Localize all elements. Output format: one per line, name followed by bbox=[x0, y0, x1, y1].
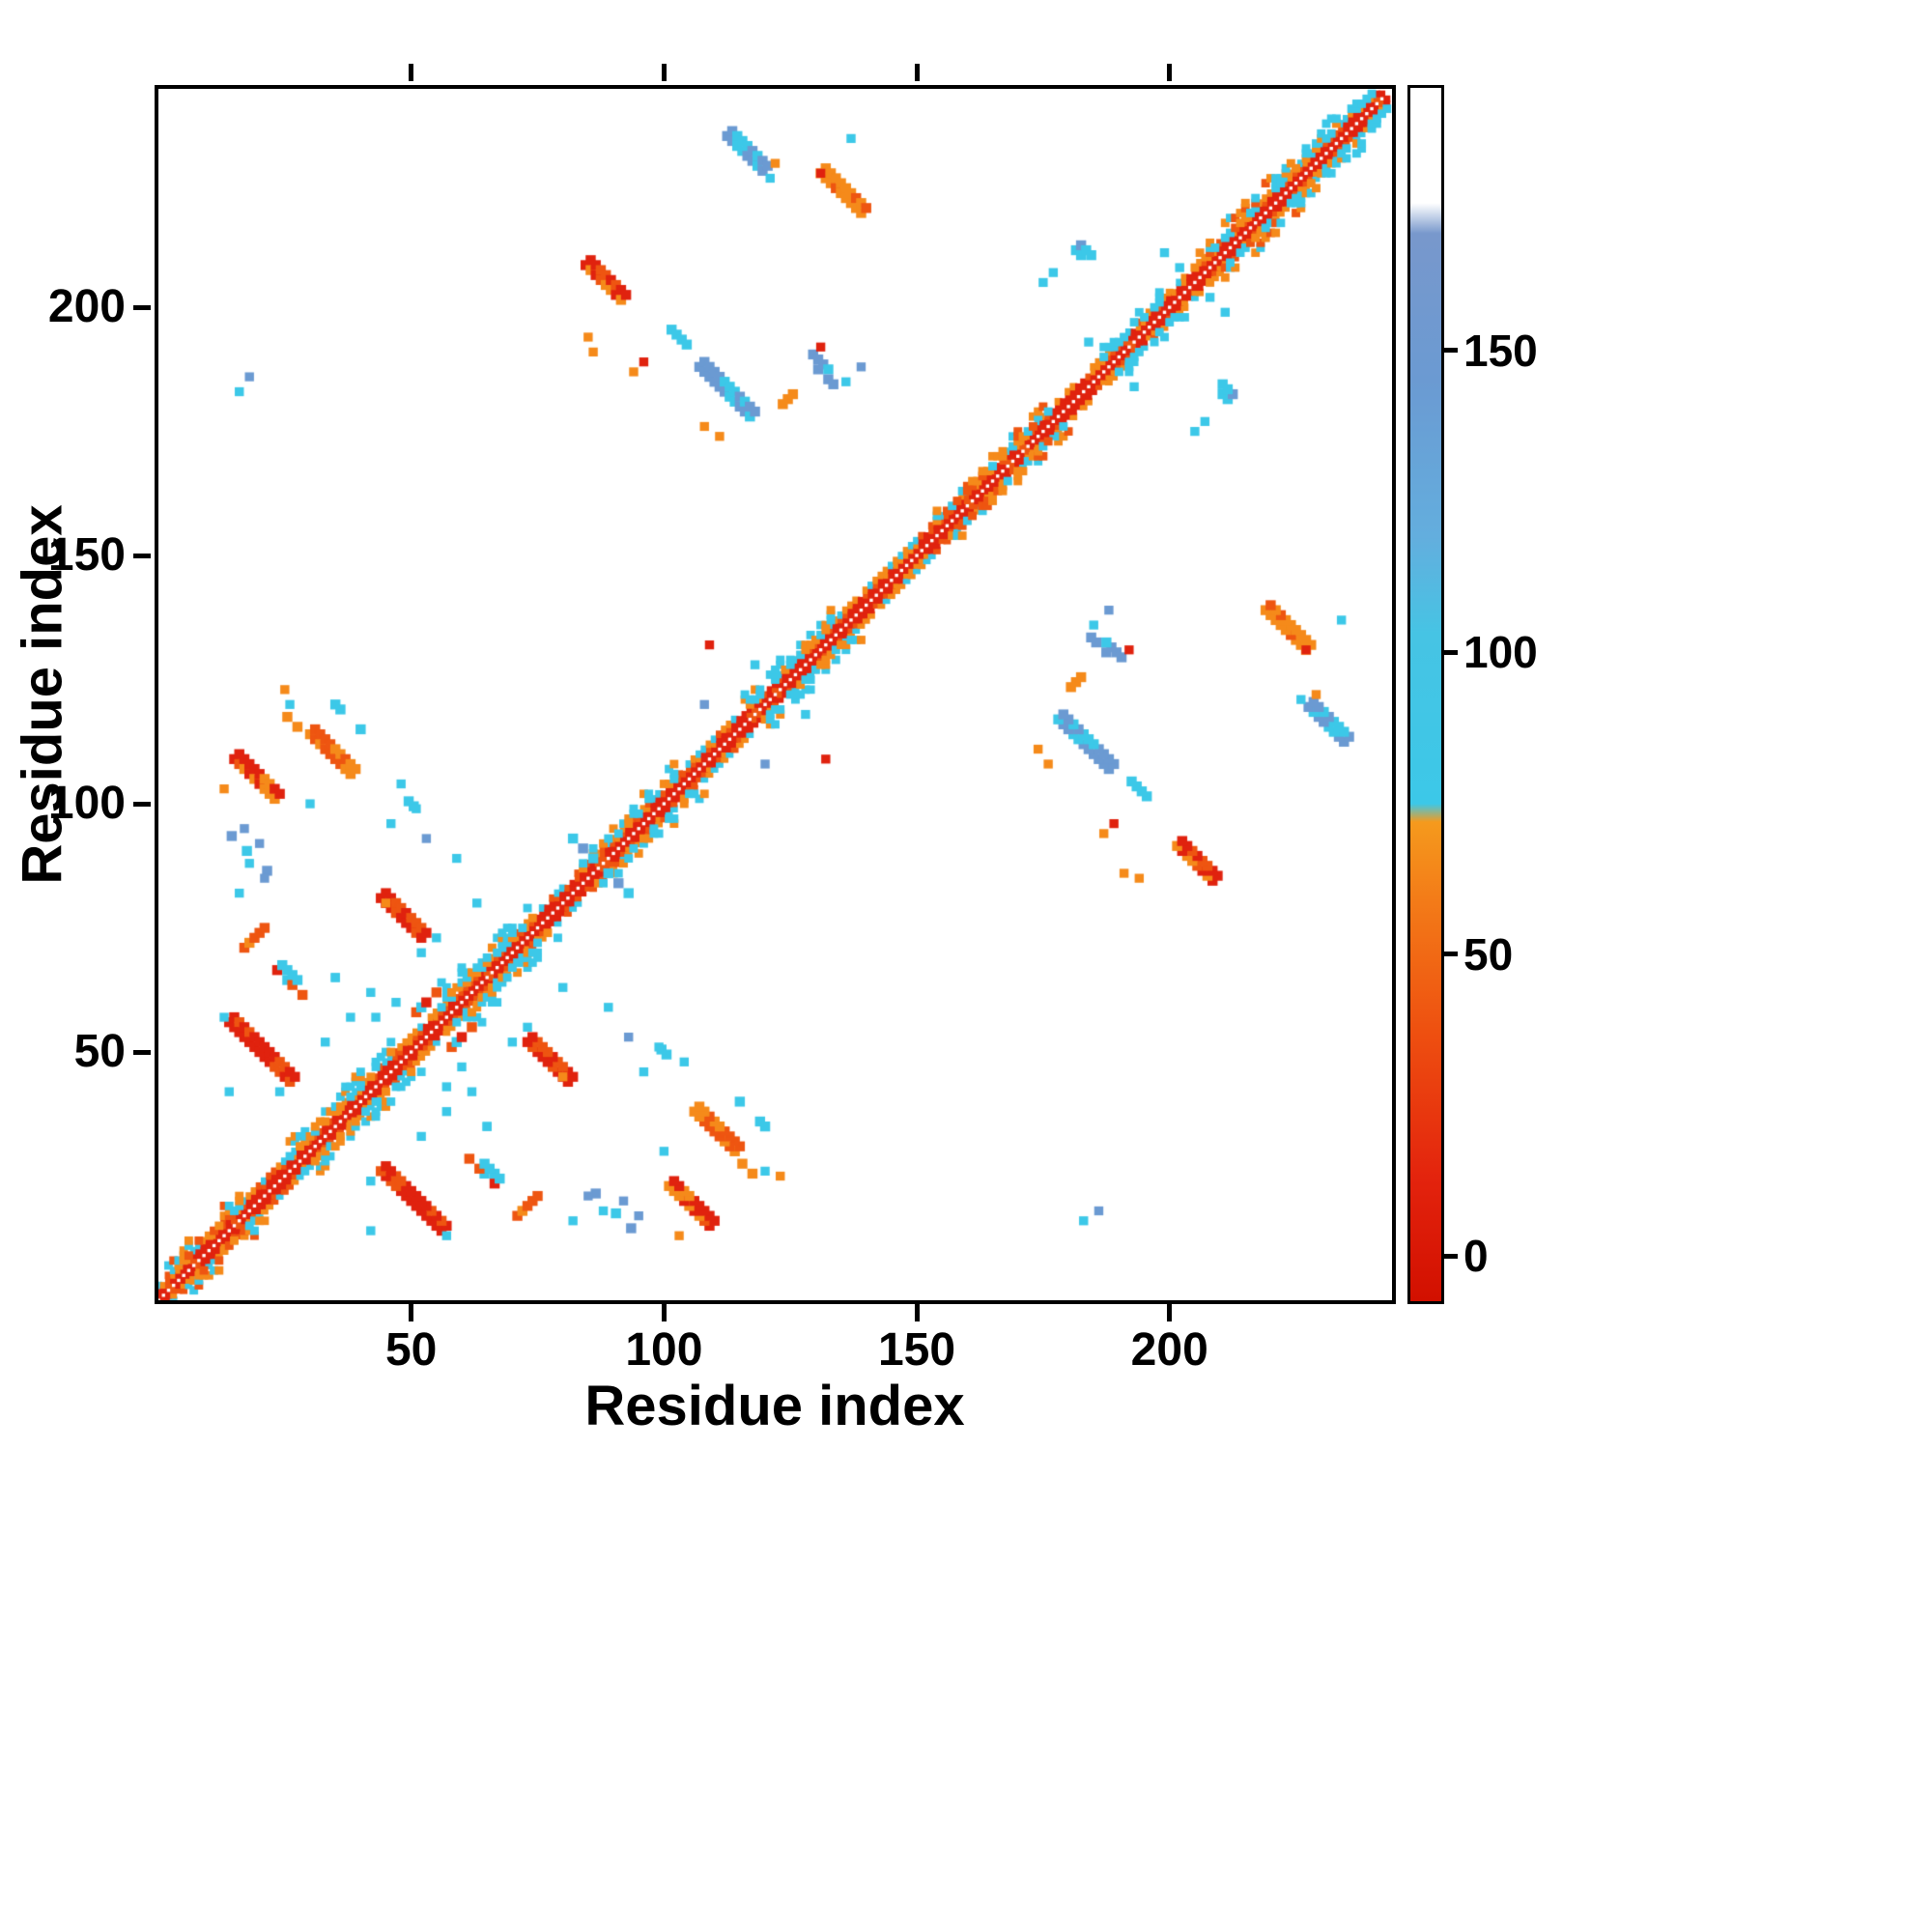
contact-map-canvas bbox=[158, 89, 1392, 1300]
x-tick-top bbox=[409, 64, 414, 81]
x-tick bbox=[1167, 1304, 1173, 1321]
y-tick bbox=[133, 1049, 151, 1055]
colorbar-tick bbox=[1444, 952, 1458, 957]
y-tick bbox=[133, 304, 151, 310]
y-tick-label: 150 bbox=[47, 529, 126, 582]
colorbar-tick-label: 50 bbox=[1463, 928, 1514, 980]
y-tick-label: 200 bbox=[47, 281, 126, 333]
x-tick-top bbox=[661, 64, 667, 81]
colorbar-tick bbox=[1444, 1253, 1458, 1259]
colorbar-tick-label: 0 bbox=[1463, 1231, 1489, 1282]
y-tick bbox=[133, 801, 151, 807]
x-tick-label: 100 bbox=[625, 1324, 703, 1376]
y-tick bbox=[133, 553, 151, 558]
colorbar-tick-label: 100 bbox=[1463, 627, 1538, 678]
x-tick-top bbox=[914, 64, 920, 81]
x-tick-label: 150 bbox=[877, 1324, 956, 1376]
y-tick-label: 50 bbox=[73, 1026, 126, 1078]
colorbar-tick-label: 150 bbox=[1463, 325, 1538, 376]
x-tick-label: 50 bbox=[384, 1324, 438, 1376]
x-tick bbox=[661, 1304, 667, 1321]
x-tick bbox=[914, 1304, 920, 1321]
x-tick-label: 200 bbox=[1130, 1324, 1208, 1376]
x-tick-top bbox=[1167, 64, 1173, 81]
x-tick bbox=[409, 1304, 414, 1321]
y-tick-label: 100 bbox=[47, 778, 126, 830]
colorbar-tick bbox=[1444, 348, 1458, 354]
x-axis-label: Residue index bbox=[584, 1375, 965, 1437]
colorbar bbox=[1407, 85, 1444, 1304]
colorbar-tick bbox=[1444, 649, 1458, 655]
